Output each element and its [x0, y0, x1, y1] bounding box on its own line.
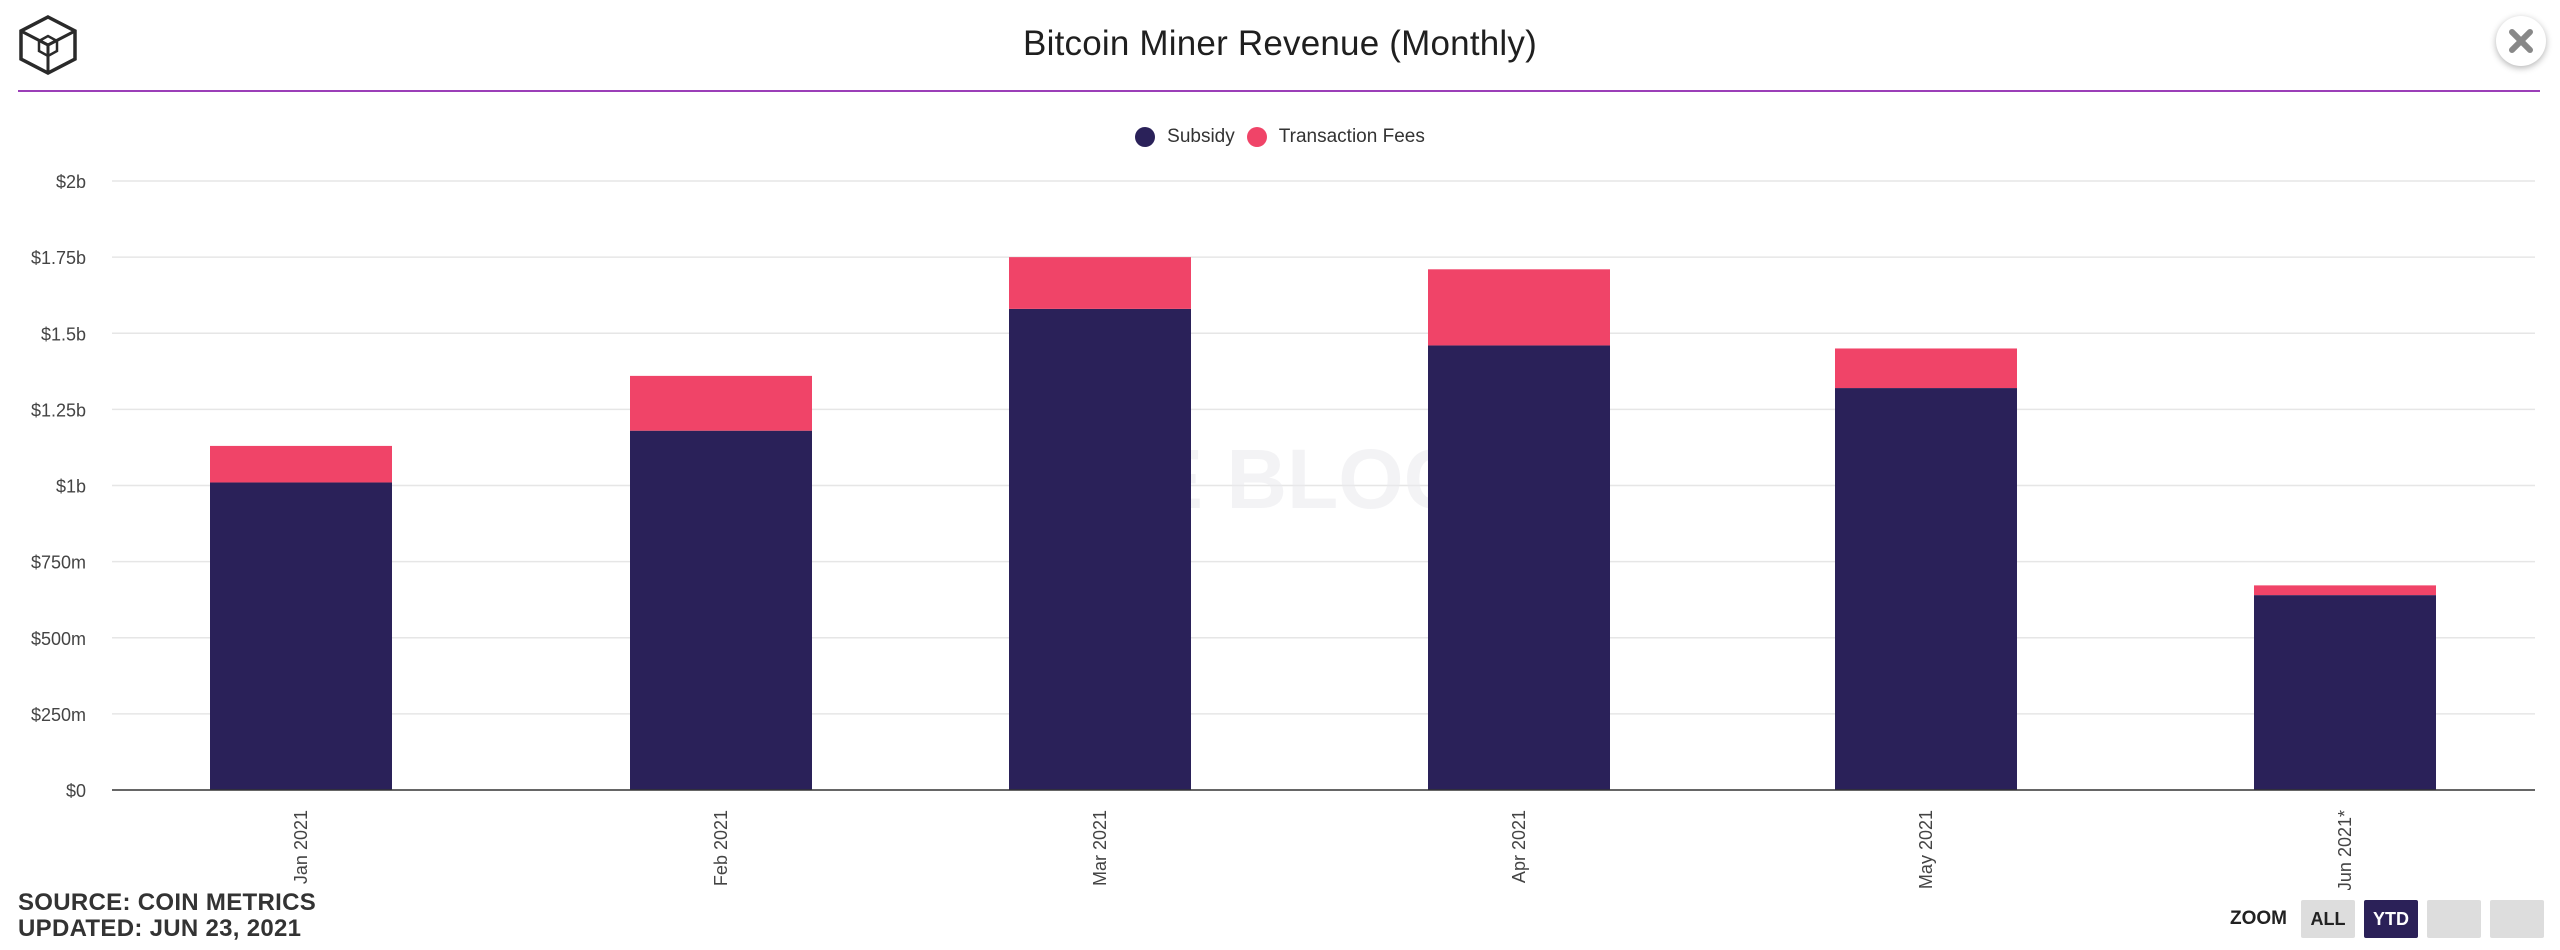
- updated-line: UPDATED: JUN 23, 2021: [18, 915, 302, 942]
- bar-transaction-fees: [630, 375, 812, 431]
- y-tick-label: $1.75b: [31, 248, 86, 268]
- source-note: SOURCE: COIN METRICS UPDATED: JUN 23, 20…: [18, 890, 316, 942]
- legend-swatch-subsidy: [1135, 127, 1156, 147]
- zoom-all-button[interactable]: ALL: [2301, 900, 2355, 938]
- bar-transaction-fees: [1009, 257, 1191, 309]
- y-tick-label: $1.25b: [31, 400, 86, 420]
- zoom-controls: ZOOM ALL YTD: [2230, 900, 2553, 938]
- zoom-ytd-button[interactable]: YTD: [2364, 900, 2418, 938]
- bar-subsidy: [630, 430, 812, 790]
- y-tick-label: $750m: [31, 553, 86, 573]
- x-tick-label: Feb 2021: [711, 810, 731, 886]
- zoom-blank-button-2[interactable]: [2490, 900, 2544, 938]
- y-tick-label: $1b: [56, 477, 86, 497]
- cube-logo-icon[interactable]: [18, 14, 78, 76]
- close-icon: [2509, 29, 2533, 53]
- y-tick-label: $0: [66, 781, 86, 801]
- y-tick-label: $1.5b: [41, 324, 86, 344]
- bar-transaction-fees: [210, 445, 392, 483]
- y-tick-label: $2b: [56, 172, 86, 192]
- zoom-label: ZOOM: [2230, 908, 2287, 929]
- bar-subsidy: [1835, 388, 2017, 790]
- chart-title: Bitcoin Miner Revenue (Monthly): [1023, 24, 1537, 63]
- y-tick-label: $250m: [31, 705, 86, 725]
- close-button[interactable]: [2496, 16, 2546, 66]
- bar-subsidy: [1009, 308, 1191, 790]
- source-line: SOURCE: COIN METRICS: [18, 889, 317, 916]
- bar-transaction-fees: [2254, 585, 2436, 596]
- x-tick-label: Jan 2021: [291, 810, 311, 884]
- x-tick-label: May 2021: [1916, 810, 1936, 889]
- zoom-blank-button-1[interactable]: [2427, 900, 2481, 938]
- bar-transaction-fees: [1428, 269, 1610, 346]
- x-tick-label: Mar 2021: [1090, 810, 1110, 886]
- legend-swatch-transaction-fees: [1246, 127, 1267, 147]
- bar-transaction-fees: [1835, 348, 2017, 389]
- legend-item-transaction-fees[interactable]: Transaction Fees: [1246, 126, 1425, 148]
- bar-subsidy: [2254, 595, 2436, 790]
- y-tick-label: $500m: [31, 629, 86, 649]
- header-divider: [18, 90, 2540, 92]
- chart-legend: Subsidy Transaction Fees: [0, 126, 2560, 148]
- legend-label-subsidy: Subsidy: [1167, 126, 1235, 147]
- revenue-bar-chart: $0 $250m $500m $750m $1b $1.25b $1.5b $1.75b $2b…: [31, 172, 2535, 890]
- legend-item-subsidy[interactable]: Subsidy: [1135, 126, 1235, 148]
- x-tick-label: Jun 2021*: [2335, 810, 2355, 890]
- x-tick-label: Apr 2021: [1509, 810, 1529, 883]
- bar-subsidy: [210, 482, 392, 790]
- bar-subsidy: [1428, 345, 1610, 790]
- legend-label-transaction-fees: Transaction Fees: [1278, 126, 1425, 147]
